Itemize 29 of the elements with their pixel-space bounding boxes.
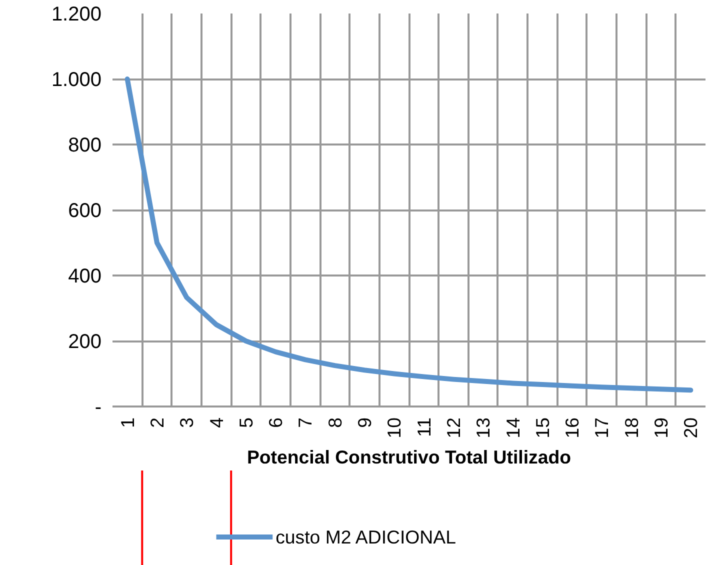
y-tick-label: 1.000 xyxy=(51,69,102,91)
y-tick-label: 800 xyxy=(68,134,102,156)
x-tick-label: 17 xyxy=(591,417,612,438)
x-axis-title: Potencial Construtivo Total Utilizado xyxy=(246,446,572,468)
x-tick-label: 14 xyxy=(502,417,524,438)
x-tick-label: 12 xyxy=(442,417,464,438)
x-tick-label: 13 xyxy=(472,417,494,438)
y-tick-label: 1.200 xyxy=(51,4,102,26)
y-tick-label: 200 xyxy=(68,331,102,353)
x-tick-label: 18 xyxy=(620,417,642,438)
x-tick-label: 15 xyxy=(532,417,553,438)
x-tick-label: 2 xyxy=(146,417,168,428)
y-tick-label: 400 xyxy=(68,266,102,288)
x-tick-label: 20 xyxy=(680,417,702,438)
x-tick-label: 10 xyxy=(384,417,405,438)
y-tick-label: 600 xyxy=(68,200,102,222)
x-tick-label: 19 xyxy=(650,417,672,438)
x-tick-label: 8 xyxy=(324,417,346,428)
x-tick-label: 7 xyxy=(294,417,316,428)
x-tick-label: 4 xyxy=(206,417,227,428)
x-tick-label: 1 xyxy=(116,417,138,428)
x-tick-label: 6 xyxy=(265,417,286,428)
y-tick-label: - xyxy=(94,396,102,418)
x-tick-label: 11 xyxy=(413,417,434,437)
x-tick-label: 3 xyxy=(176,417,198,428)
x-tick-label: 9 xyxy=(354,417,376,428)
x-tick-label: 5 xyxy=(235,417,256,428)
legend-label: custo M2 ADICIONAL xyxy=(276,526,456,548)
x-tick-label: 16 xyxy=(562,417,583,438)
